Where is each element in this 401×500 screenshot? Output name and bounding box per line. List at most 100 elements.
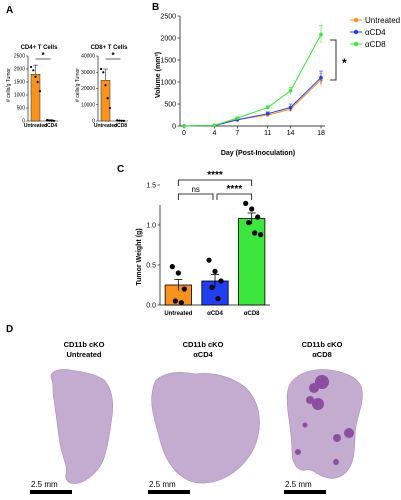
data-point-cd4 <box>30 65 33 69</box>
panel-label-a: A <box>6 5 13 16</box>
y-tick-label-volume: 0 <box>172 123 176 130</box>
series-point-2 <box>212 123 217 128</box>
x-tick-label-volume: 14 <box>287 130 295 137</box>
histology-panel: CD11b cKO Untreated CD11b cKO αCD4 CD11b… <box>30 340 363 494</box>
chart-volume: Volume (mm³) Day (Post-Inoculation) 0 500… <box>155 13 400 157</box>
hist-title-3a: CD11b cKO <box>302 340 343 349</box>
y-tick-label-cd8: 0 <box>92 119 95 125</box>
significance-bracket-volume <box>330 39 337 81</box>
comparison-bracket-weight <box>216 193 253 200</box>
legend-marker-2 <box>353 41 359 47</box>
data-point-weight <box>209 284 215 290</box>
data-point-cd8 <box>106 97 109 100</box>
series-point-1 <box>319 75 323 80</box>
y-tick-label-weight: 1.5 <box>146 182 156 189</box>
data-point-weight <box>255 214 261 220</box>
series-point-2 <box>319 32 323 37</box>
nodule <box>344 428 354 438</box>
y-tick-label-weight: 1.0 <box>146 222 156 229</box>
x-tick-label-volume: 7 <box>235 130 239 137</box>
data-point-weight <box>243 200 249 206</box>
data-point-weight <box>252 230 258 236</box>
data-point-weight <box>181 286 187 292</box>
nodule <box>309 383 319 393</box>
ylabel-cd4: # cells/g Tumor <box>6 68 12 102</box>
data-point-weight <box>206 257 212 263</box>
metastatic-nodules <box>295 375 354 465</box>
y-tick-label-cd8: 40000 <box>81 54 95 60</box>
data-point-cd8 <box>104 84 107 87</box>
series-point-2 <box>235 116 240 120</box>
y-tick-label-volume: 1500 <box>160 57 176 64</box>
scale-label-1: 2.5 mm <box>31 480 58 489</box>
chart-weight: Tumor Weight (g) 0.0 0.5 1.0 1.5 Untreated αC… <box>136 170 270 317</box>
bar-cd4 <box>30 73 41 122</box>
data-point-cd4 <box>36 80 39 84</box>
y-tick-label-cd4: 500 <box>17 106 26 112</box>
series-line-0 <box>183 79 322 127</box>
comparison-bracket-weight <box>177 193 214 200</box>
scale-bar-3 <box>284 490 326 494</box>
scale-bar-1 <box>30 490 72 494</box>
scale-label-3: 2.5 mm <box>285 480 312 489</box>
data-point-weight <box>169 264 175 270</box>
chart-cd8: CD8+ T Cells # cells/g Tumor 0 10000 20000… <box>75 45 128 129</box>
nodule <box>295 449 301 455</box>
data-point-weight <box>172 298 178 304</box>
legend-marker-1 <box>353 29 359 35</box>
y-tick-label-volume: 2500 <box>160 13 176 20</box>
bar-weight <box>238 218 266 306</box>
comparison-label-weight: ns <box>191 185 199 194</box>
xlabel-volume: Day (Post-Inoculation) <box>221 150 295 157</box>
hist-title-3b: αCD8 <box>312 350 332 359</box>
tissue-section-untreated <box>50 369 114 484</box>
y-tick-label-weight: 0.5 <box>146 262 156 269</box>
hist-title-1b: Untreated <box>66 350 101 359</box>
data-point-weight <box>178 300 184 306</box>
y-tick-label-cd4: 1000 <box>14 93 25 99</box>
ylabel-weight: Tumor Weight (g) <box>136 228 143 285</box>
series-line-2 <box>183 34 322 127</box>
legend-label-0: Untreated <box>365 16 400 25</box>
y-tick-label-volume: 500 <box>164 101 176 108</box>
y-tick-label-volume: 1000 <box>160 79 176 86</box>
data-point-cd8 <box>102 71 105 74</box>
x-tick-label-volume: 18 <box>317 130 325 137</box>
comparison-bracket-weight <box>177 179 253 186</box>
data-point-cd4 <box>50 119 53 122</box>
series-point-2 <box>265 105 270 110</box>
data-point-cd8 <box>108 106 111 110</box>
x-tick-label-cd4: αCD4 <box>44 123 57 129</box>
y-tick-label-cd8: 20000 <box>81 86 95 92</box>
significance-label-cd8: * <box>111 51 115 60</box>
series-point-1 <box>288 105 293 110</box>
y-tick-label-cd8: 10000 <box>81 102 95 108</box>
series-point-1 <box>265 111 270 116</box>
comparison-label-weight: **** <box>207 170 223 181</box>
nodule <box>302 422 308 428</box>
scale-bar-2 <box>148 490 190 494</box>
data-point-cd4 <box>34 75 37 78</box>
nodule <box>306 396 314 404</box>
nodule <box>312 398 324 410</box>
x-tick-label-volume: 11 <box>264 130 271 137</box>
chart-title-cd4: CD4+ T Cells <box>21 45 59 51</box>
data-point-cd8 <box>120 119 123 122</box>
data-point-weight <box>218 278 224 284</box>
legend-label-1: αCD4 <box>365 28 386 37</box>
nodule <box>333 459 339 465</box>
y-tick-label-volume: 2000 <box>160 35 176 42</box>
x-tick-label-cd8: αCD8 <box>114 123 127 129</box>
hist-title-2a: CD11b cKO <box>183 340 224 349</box>
bar-cd8 <box>100 80 111 122</box>
x-tick-label-weight: Untreated <box>164 311 192 317</box>
nodule <box>333 434 341 442</box>
data-point-weight <box>246 220 252 226</box>
series-point-2 <box>182 124 186 128</box>
data-point-cd4 <box>32 69 35 72</box>
significance-label-cd4: * <box>41 51 45 60</box>
data-point-cd8 <box>100 67 103 71</box>
y-tick-label-cd8: 30000 <box>81 70 95 76</box>
chart-cd4: CD4+ T Cells # cells/g Tumor 0 500 1000 150… <box>6 45 58 129</box>
